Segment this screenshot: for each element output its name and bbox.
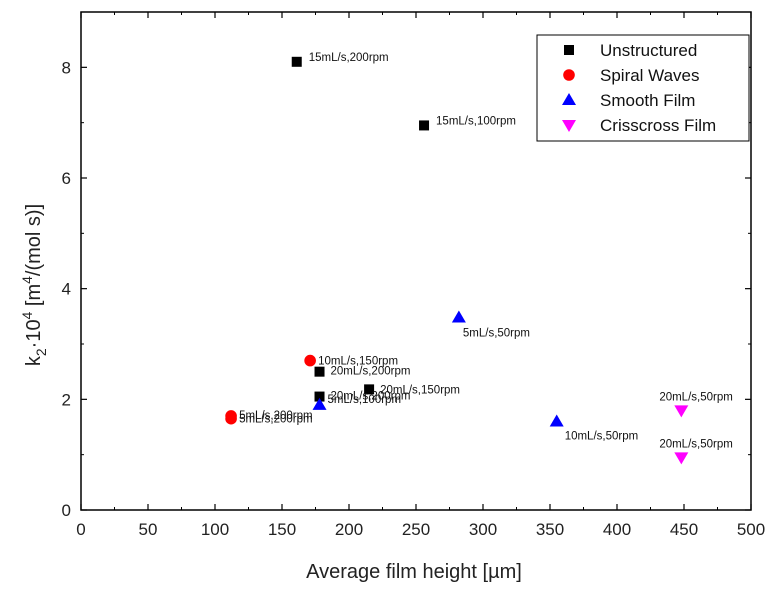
data-point-circle <box>225 412 237 425</box>
legend-label: Spiral Waves <box>600 66 700 85</box>
x-tick-label: 200 <box>335 520 363 539</box>
point-label: 15mL/s,200rpm <box>309 52 389 64</box>
data-point-circle <box>304 354 316 367</box>
x-tick-label: 300 <box>469 520 497 539</box>
point-label: 5mL/s,50rpm <box>463 327 530 339</box>
point-label: 10mL/s,50rpm <box>565 430 639 442</box>
legend-label: Unstructured <box>600 41 697 60</box>
x-tick-label: 250 <box>402 520 430 539</box>
x-tick-label: 500 <box>737 520 765 539</box>
x-tick-label: 450 <box>670 520 698 539</box>
point-label: 20mL/s,200rpm <box>331 391 411 403</box>
x-tick-label: 50 <box>139 520 158 539</box>
y-tick-label: 8 <box>62 58 71 77</box>
y-tick-label: 0 <box>62 501 71 520</box>
point-label: 20mL/s,150rpm <box>380 384 460 396</box>
data-point-labels: 15mL/s,200rpm15mL/s,100rpm20mL/s,200rpm2… <box>239 52 733 451</box>
y-tick-label: 2 <box>62 390 71 409</box>
axis-tick-labels: 0 50 100 150 200 250 300 350 400 450 500 0 2 4 6 8 <box>62 58 766 539</box>
y-axis-title: k2·104 [m4/(mol s)] <box>19 204 49 366</box>
x-tick-label: 150 <box>268 520 296 539</box>
x-tick-label: 400 <box>603 520 631 539</box>
legend-label: Smooth Film <box>600 91 695 110</box>
plot-area-frame <box>80 11 752 511</box>
data-point-triangle-up <box>451 310 466 323</box>
legend-marker-square <box>564 45 574 55</box>
x-tick-label: 0 <box>76 520 85 539</box>
point-label: 5mL/s,100rpm <box>328 394 402 406</box>
data-point-square <box>314 391 325 402</box>
data-point-triangle-down <box>674 405 689 418</box>
y-tick-label: 4 <box>62 280 71 299</box>
point-label: 20mL/s,50rpm <box>659 438 733 450</box>
data-point-triangle-down <box>674 452 689 465</box>
point-label: 5mL/s,200rpm <box>239 410 313 422</box>
point-label: 15mL/s,100rpm <box>436 115 516 127</box>
data-point-triangle-up <box>312 397 327 410</box>
point-label: 10mL/s,150rpm <box>318 356 398 368</box>
legend: Unstructured Spiral Waves Smooth Film Criss… <box>536 34 750 142</box>
data-point-square <box>419 120 430 131</box>
data-point-square <box>364 384 375 395</box>
data-point-triangle-up <box>549 414 564 427</box>
legend-marker-triangle-up <box>562 93 576 105</box>
legend-marker-triangle-down <box>562 120 576 132</box>
point-label: 5mL/s,200rpm <box>239 414 313 426</box>
y-tick-label: 6 <box>62 169 71 188</box>
data-points <box>225 56 689 465</box>
x-tick-label: 100 <box>201 520 229 539</box>
x-tick-label: 350 <box>536 520 564 539</box>
point-label: 20mL/s,50rpm <box>659 391 733 403</box>
data-point-square <box>291 56 302 67</box>
legend-marker-circle <box>563 69 575 81</box>
point-label: 20mL/s,200rpm <box>331 366 411 378</box>
x-axis-title: Average film height [µm] <box>306 561 522 583</box>
data-point-square <box>314 366 325 377</box>
legend-label: Crisscross Film <box>600 116 716 135</box>
